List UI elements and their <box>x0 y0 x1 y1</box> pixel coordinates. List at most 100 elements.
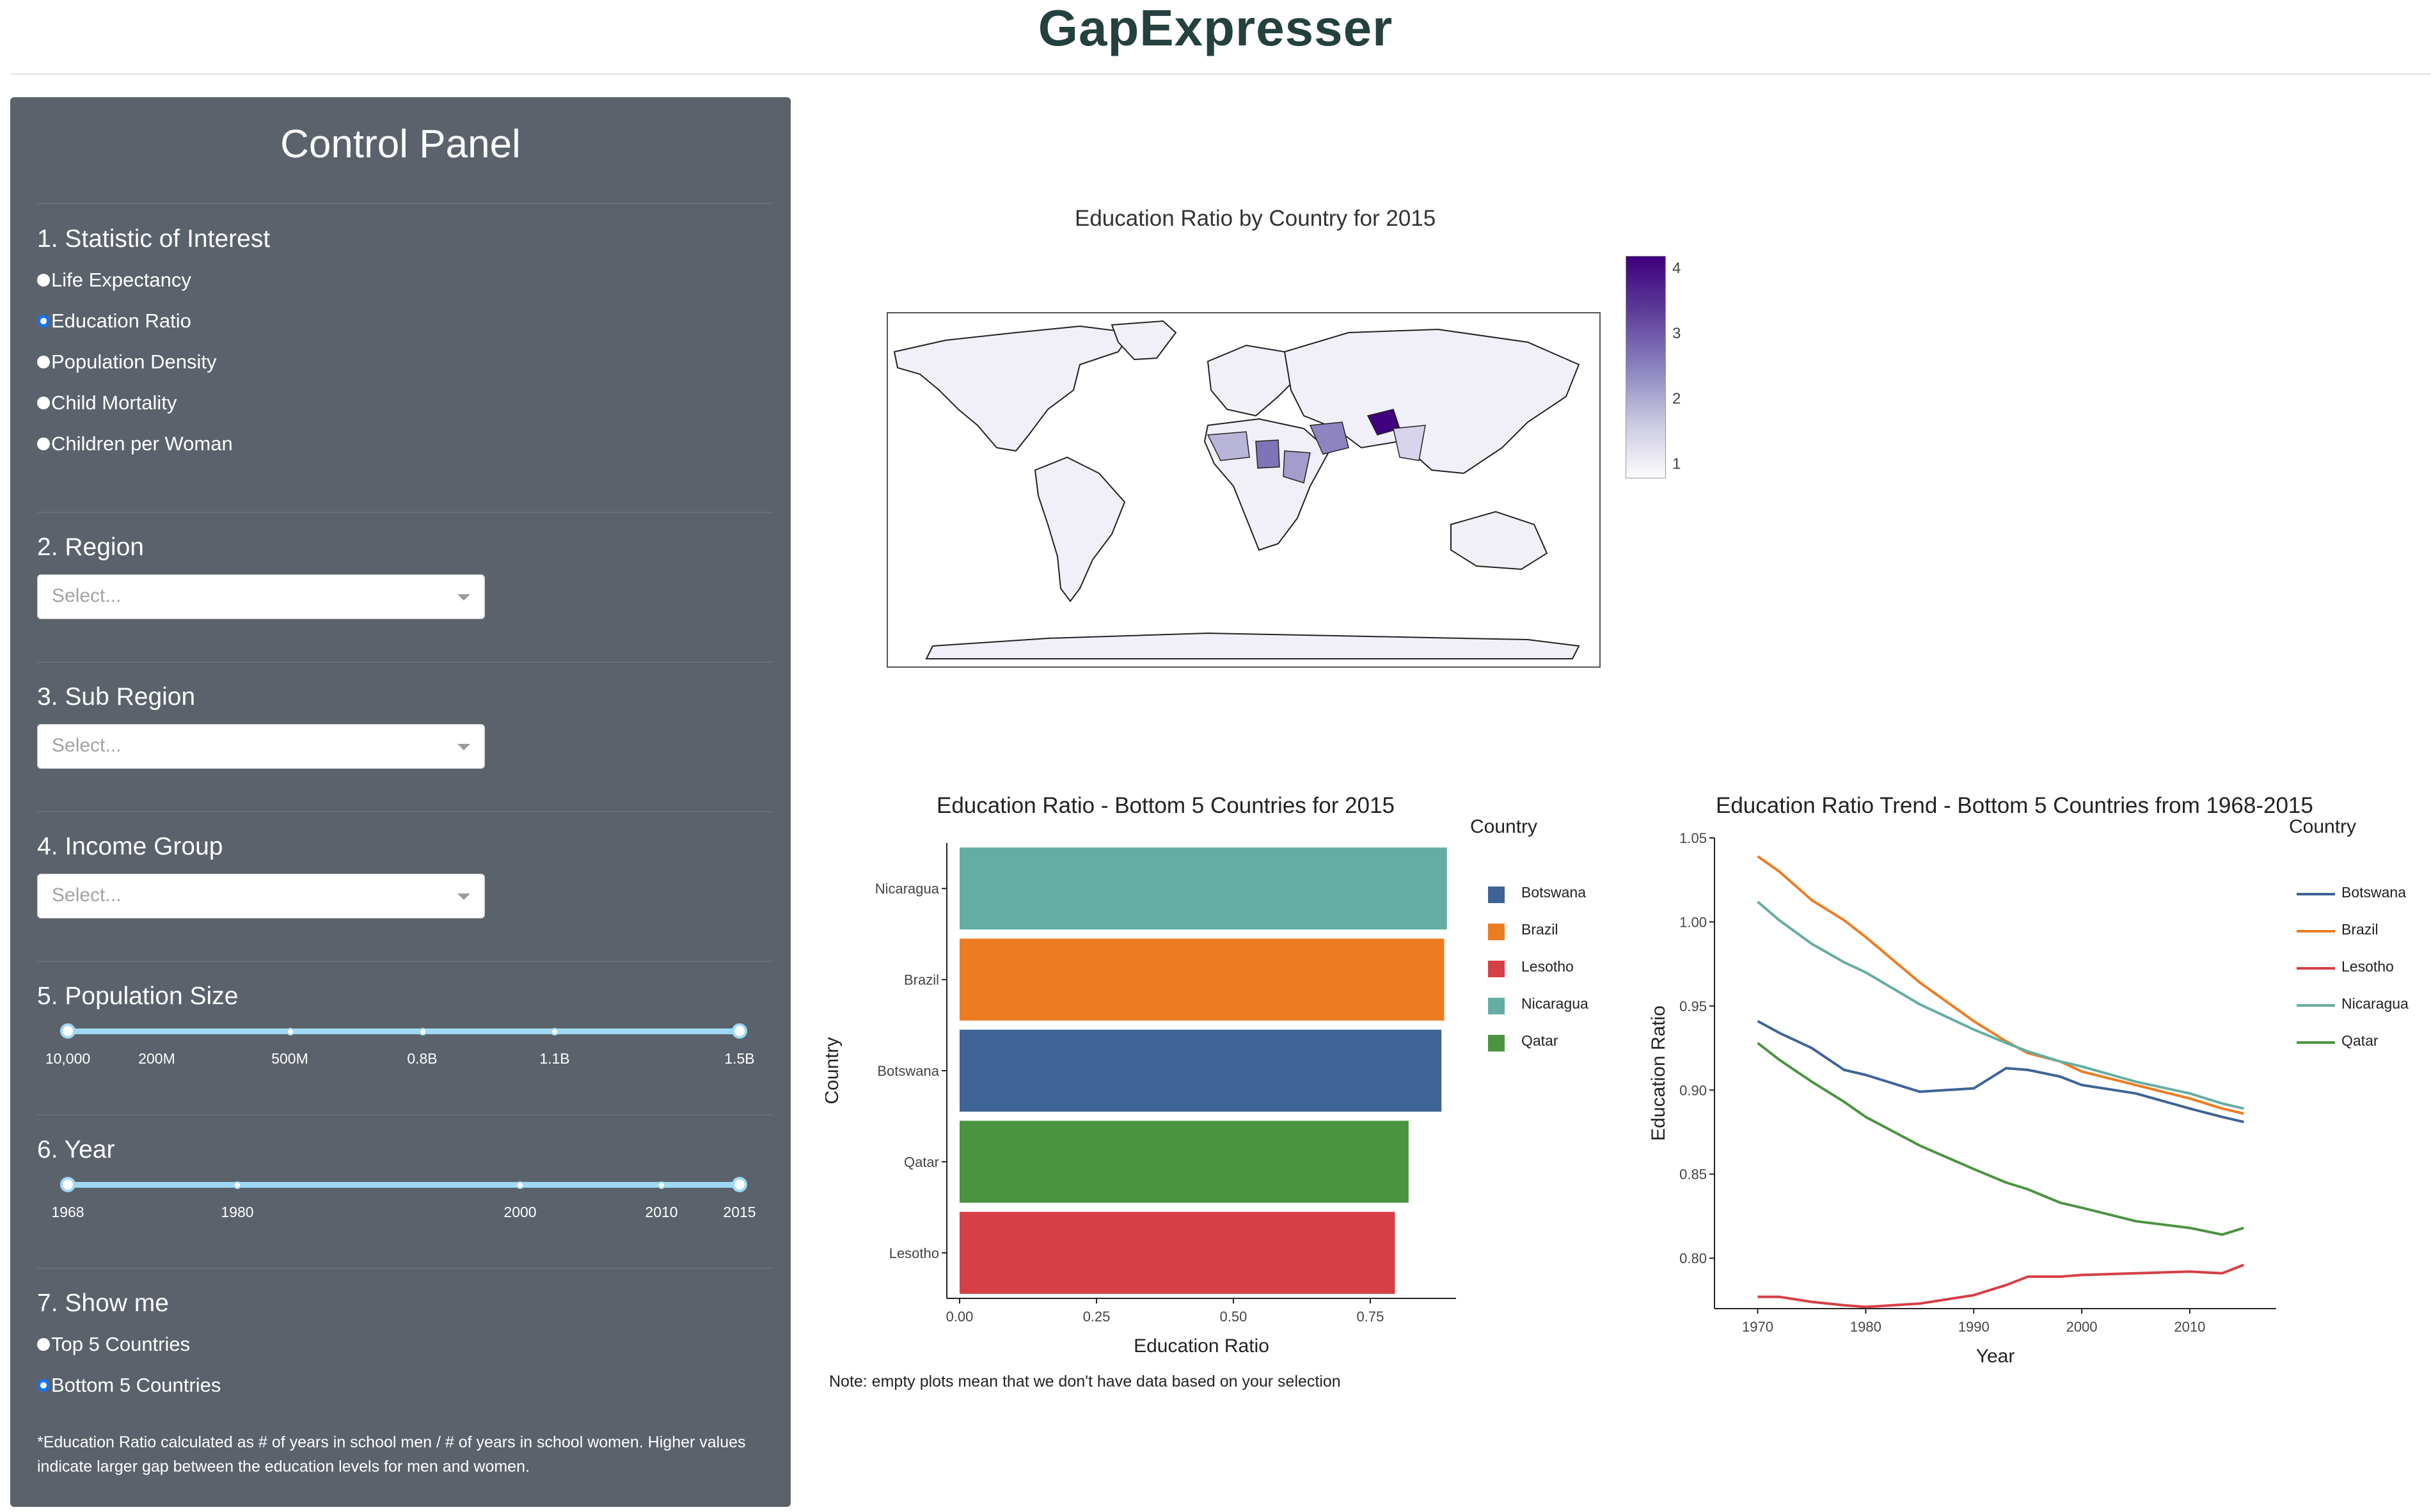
radio-button[interactable] <box>37 397 50 409</box>
x-axis-label: Year <box>1976 1346 2015 1367</box>
x-tick-label: 1990 <box>1958 1319 1990 1335</box>
population-slider-max-handle[interactable] <box>732 1023 747 1039</box>
radio-education-ratio[interactable]: Education Ratio <box>37 310 191 333</box>
bar-chart-title: Education Ratio - Bottom 5 Countries for… <box>937 793 1395 818</box>
x-tick-label: 2000 <box>2066 1319 2098 1335</box>
line-legend-title: Country <box>2289 816 2357 837</box>
map-greenland <box>1111 320 1177 361</box>
radio-label: Child Mortality <box>51 391 177 414</box>
chevron-down-icon[interactable] <box>457 894 470 900</box>
radio-button-checked[interactable] <box>37 1379 50 1392</box>
bar <box>960 847 1447 930</box>
year-slider-track[interactable] <box>68 1182 740 1188</box>
control-panel: Control Panel 1. Statistic of Interest L… <box>10 97 791 1507</box>
bar-chart: Nicaragua Brazil Botswana Qatar Lesotho 0.00 0… <box>825 843 1456 1357</box>
colorbar-tick: 1 <box>1672 455 1681 473</box>
legend-swatch[interactable] <box>2297 930 2335 933</box>
line-chart-title: Education Ratio Trend - Bottom 5 Countri… <box>1716 793 2313 818</box>
radio-button[interactable] <box>37 356 50 368</box>
map-region-arabia <box>1309 421 1349 455</box>
radio-child-mortality[interactable]: Child Mortality <box>37 391 177 414</box>
radio-top-5[interactable]: Top 5 Countries <box>37 1333 190 1356</box>
legend-swatch[interactable] <box>2297 1004 2335 1007</box>
line-chart: 0.80 0.85 0.90 0.95 1.00 1.05 1970 1980 1990 2000… <box>1648 830 2276 1367</box>
x-tick-label: 1970 <box>1742 1319 1773 1335</box>
radio-label: Population Density <box>51 350 217 373</box>
legend-swatch[interactable] <box>2297 1041 2335 1044</box>
radio-bottom-5[interactable]: Bottom 5 Countries <box>37 1374 221 1397</box>
map-region-south-asia <box>1393 425 1426 461</box>
map-region-central-africa <box>1255 439 1280 469</box>
legend-swatch[interactable] <box>2297 893 2335 895</box>
radio-button[interactable] <box>37 1338 50 1351</box>
year-label: 6. Year <box>37 1136 115 1163</box>
year-slider-max-handle[interactable] <box>732 1177 747 1192</box>
slider-mark: 2000 <box>503 1204 537 1220</box>
map-north-america <box>893 325 1132 452</box>
slider-tick <box>551 1028 558 1036</box>
y-tick-label: Qatar <box>904 1154 939 1170</box>
legend-label: Lesotho <box>1521 958 1574 975</box>
radio-children-per-woman[interactable]: Children per Woman <box>37 432 233 455</box>
slider-tick <box>287 1028 294 1036</box>
slider-tick <box>658 1181 665 1189</box>
slider-mark: 2010 <box>645 1204 678 1220</box>
title-divider <box>10 74 2431 75</box>
bar <box>960 1029 1442 1112</box>
slider-tick <box>419 1028 427 1036</box>
radio-population-density[interactable]: Population Density <box>37 350 217 374</box>
legend-label: Botswana <box>2341 884 2407 901</box>
map-asia <box>1283 328 1580 475</box>
map-antarctica <box>925 632 1580 659</box>
legend-swatch[interactable] <box>1488 998 1505 1014</box>
population-slider-min-handle[interactable] <box>60 1023 75 1039</box>
map-region-west-africa <box>1207 431 1250 461</box>
y-tick-label: 1.00 <box>1679 914 1707 930</box>
legend-swatch[interactable] <box>1488 886 1505 903</box>
income-group-dropdown[interactable]: Select... <box>37 874 485 918</box>
legend-swatch[interactable] <box>1488 1035 1505 1051</box>
population-slider-track[interactable] <box>68 1028 740 1034</box>
divider <box>37 961 773 962</box>
map-title: Education Ratio by Country for 2015 <box>1075 206 1436 231</box>
y-axis-label: Education Ratio <box>1648 1005 1669 1141</box>
radio-label: Bottom 5 Countries <box>51 1374 221 1396</box>
map-europe <box>1207 344 1299 417</box>
panel-title: Control Panel <box>280 122 521 166</box>
y-axis-label: Country <box>825 1037 843 1104</box>
y-tick-label: 0.80 <box>1679 1250 1707 1266</box>
slider-mark: 0.8B <box>407 1050 438 1067</box>
radio-button[interactable] <box>37 437 50 450</box>
divider <box>37 1268 773 1269</box>
radio-life-expectancy[interactable]: Life Expectancy <box>37 269 191 292</box>
legend-swatch[interactable] <box>2297 967 2335 970</box>
sub-region-label: 3. Sub Region <box>37 683 196 711</box>
legend-swatch[interactable] <box>1488 961 1505 977</box>
y-tick-label: Lesotho <box>889 1245 939 1261</box>
radio-button[interactable] <box>37 274 50 287</box>
region-dropdown[interactable]: Select... <box>37 574 485 619</box>
chevron-down-icon[interactable] <box>457 744 470 750</box>
legend-swatch[interactable] <box>1488 924 1505 940</box>
legend-label: Nicaragua <box>2341 995 2409 1012</box>
y-tick-label: 0.95 <box>1679 998 1707 1014</box>
series-line <box>1757 1263 2245 1309</box>
footnote: *Education Ratio calculated as # of year… <box>37 1433 746 1476</box>
map-colorbar <box>1626 256 1666 478</box>
sub-region-dropdown[interactable]: Select... <box>37 724 485 769</box>
x-tick-label: 0.50 <box>1220 1309 1247 1325</box>
slider-mark: 1968 <box>51 1204 84 1220</box>
legend-label: Nicaragua <box>1521 995 1588 1012</box>
x-tick-label: 1980 <box>1850 1319 1881 1335</box>
year-slider-min-handle[interactable] <box>60 1177 75 1192</box>
radio-button-checked[interactable] <box>37 315 50 327</box>
radio-label: Life Expectancy <box>51 269 191 291</box>
chevron-down-icon[interactable] <box>457 594 470 601</box>
bar <box>960 1121 1409 1203</box>
y-tick-label: 0.85 <box>1679 1167 1707 1183</box>
series-line <box>1757 1020 2244 1124</box>
bar <box>960 1211 1395 1294</box>
legend-label: Botswana <box>1521 884 1587 901</box>
choropleth-map[interactable] <box>887 312 1601 668</box>
radio-label: Education Ratio <box>51 310 191 332</box>
